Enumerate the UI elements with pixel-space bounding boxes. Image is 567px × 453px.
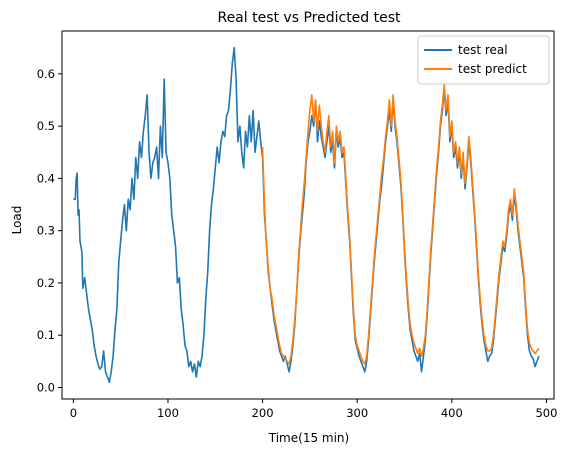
y-tick-label: 0.0 — [37, 381, 55, 395]
legend: test real test predict — [417, 35, 550, 85]
x-tick-label: 200 — [252, 406, 274, 420]
x-tick-label: 100 — [157, 406, 179, 420]
plot-area — [73, 46, 540, 384]
series-line-test-predict — [261, 83, 540, 365]
y-tick-label: 0.5 — [37, 119, 55, 133]
series-line-test-real — [73, 46, 540, 384]
y-tick-label: 0.4 — [37, 171, 55, 185]
y-tick-label: 0.6 — [37, 67, 55, 81]
x-tick-label: 400 — [441, 406, 463, 420]
x-tick-label: 300 — [346, 406, 368, 420]
y-tick-label: 0.3 — [37, 224, 55, 238]
legend-label: test real — [458, 43, 508, 57]
chart-title: Real test vs Predicted test — [217, 10, 401, 26]
legend-label: test predict — [458, 62, 527, 76]
x-tick-label: 500 — [535, 406, 557, 420]
y-axis: 0.0 0.1 0.2 0.3 0.4 0.5 0.6 — [37, 67, 62, 395]
x-tick-label: 0 — [70, 406, 77, 420]
x-axis-label: Time(15 min) — [268, 431, 349, 445]
axes-frame — [61, 30, 555, 400]
x-axis: 0 100 200 300 400 500 — [70, 399, 557, 420]
legend-box — [417, 35, 550, 85]
y-tick-label: 0.1 — [37, 328, 55, 342]
y-tick-label: 0.2 — [37, 276, 55, 290]
y-axis-label: Load — [10, 206, 24, 235]
